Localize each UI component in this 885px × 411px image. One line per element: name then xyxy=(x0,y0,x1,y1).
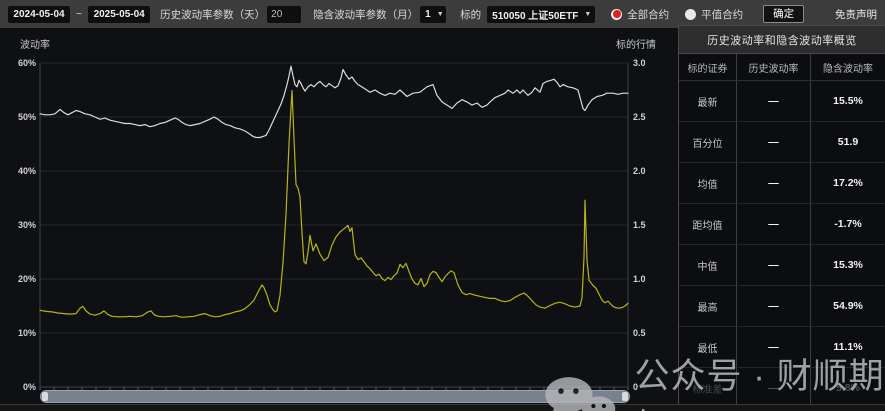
chevron-down-icon: ▼ xyxy=(584,10,592,18)
iv-value: 15.5% xyxy=(811,81,885,122)
svg-text:0: 0 xyxy=(633,382,638,392)
table-row: 百分位 —51.9 xyxy=(679,122,885,163)
hv-value: — xyxy=(737,81,811,122)
table-header-row: 标的证券 历史波动率 隐含波动率 xyxy=(679,54,885,81)
scrollbar-right-handle[interactable] xyxy=(622,392,628,401)
iv-param-label: 隐含波动率参数（月） xyxy=(313,8,419,21)
row-label: 最高 xyxy=(679,286,737,327)
table-row: 中值 —15.3% xyxy=(679,245,885,286)
svg-text:2.0: 2.0 xyxy=(633,166,646,176)
iv-value: 11.1% xyxy=(811,327,885,368)
disclaimer-link[interactable]: 免责声明 xyxy=(835,9,877,21)
svg-text:50%: 50% xyxy=(18,112,36,122)
row-label: 百分位 xyxy=(679,122,737,163)
radio-selected-icon xyxy=(611,8,623,20)
col-header-iv: 隐含波动率 xyxy=(811,54,885,81)
radio-unselected-icon xyxy=(685,8,697,20)
hv-value: — xyxy=(737,245,811,286)
svg-text:30%: 30% xyxy=(18,220,36,230)
hv-value: — xyxy=(737,122,811,163)
hv-value: — xyxy=(737,286,811,327)
iv-value: 51.9 xyxy=(811,122,885,163)
svg-text:1.0: 1.0 xyxy=(633,274,646,284)
table-row: 最新 —15.5% xyxy=(679,81,885,122)
row-label: 标准差 xyxy=(679,368,737,409)
svg-text:40%: 40% xyxy=(18,166,36,176)
radio-all-contracts[interactable]: 全部合约 xyxy=(611,7,669,22)
underlying-price-line xyxy=(39,65,629,139)
row-label: 均值 xyxy=(679,163,737,204)
iv-param-select[interactable]: 1 ▼ xyxy=(420,5,447,23)
chart-horizontal-scrollbar[interactable] xyxy=(40,390,630,403)
col-header-underlying: 标的证券 xyxy=(679,54,737,81)
iv-value: 17.2% xyxy=(811,163,885,204)
underlying-value: 510050 上证50ETF xyxy=(492,10,579,22)
scrollbar-left-handle[interactable] xyxy=(42,392,48,401)
radio-atm-label: 平值合约 xyxy=(701,8,744,21)
panel-title: 历史波动率和隐含波动率概览 xyxy=(679,26,885,54)
table-body: 最新 —15.5% 百分位 —51.9 均值 —17.2% 距均值 — -1.7% 中值 —15.3… xyxy=(679,81,885,409)
table-row: 标准差 —5.8% xyxy=(679,368,885,409)
chevron-down-icon: ▼ xyxy=(436,10,444,18)
radio-atm-contracts[interactable]: 平值合约 xyxy=(685,7,743,22)
svg-text:10%: 10% xyxy=(18,328,36,338)
svg-text:标的行情: 标的行情 xyxy=(616,38,656,51)
iv-param-value: 1 xyxy=(425,8,431,20)
table-row: 最低 —11.1% xyxy=(679,327,885,368)
toolbar: 2024-05-04 ~ 2025-05-04 历史波动率参数（天） 20 隐含… xyxy=(0,0,885,28)
iv-value: 54.9% xyxy=(811,286,885,327)
hv-value: — xyxy=(737,204,811,245)
hv-param-label: 历史波动率参数（天） xyxy=(160,8,266,21)
iv-value: 5.8% xyxy=(811,368,885,409)
bottom-status-strip xyxy=(0,404,885,411)
row-label: 距均值 xyxy=(679,204,737,245)
implied-volatility-line xyxy=(39,89,629,318)
radio-all-label: 全部合约 xyxy=(627,8,670,21)
iv-value: -1.7% xyxy=(811,204,885,245)
row-label: 最低 xyxy=(679,327,737,368)
confirm-button[interactable]: 确定 xyxy=(763,4,805,24)
svg-text:波动率: 波动率 xyxy=(20,38,50,51)
svg-text:1.5: 1.5 xyxy=(633,220,646,230)
svg-text:0%: 0% xyxy=(23,382,36,392)
row-label: 最新 xyxy=(679,81,737,122)
chart-canvas: 60% 50% 40% 30% 20% 10% 0% 3.0 2.5 2.0 1.5 1.0 0.5 0 波… xyxy=(18,38,656,392)
volatility-chart: 60% 50% 40% 30% 20% 10% 0% 3.0 2.5 2.0 1.5 1.0 0.5 0 波… xyxy=(0,28,678,404)
date-to-input[interactable]: 2025-05-04 xyxy=(88,5,151,23)
iv-value: 15.3% xyxy=(811,245,885,286)
svg-text:60%: 60% xyxy=(18,58,36,68)
table-row: 均值 —17.2% xyxy=(679,163,885,204)
underlying-label: 标的 xyxy=(460,8,482,21)
svg-text:3.0: 3.0 xyxy=(633,58,646,68)
row-label: 中值 xyxy=(679,245,737,286)
hv-param-input[interactable]: 20 xyxy=(267,5,302,23)
col-header-hv: 历史波动率 xyxy=(737,54,811,81)
hv-value: — xyxy=(737,368,811,409)
date-from-input[interactable]: 2024-05-04 xyxy=(8,5,70,23)
table-row: 距均值 — -1.7% xyxy=(679,204,885,245)
volatility-overview-panel: 历史波动率和隐含波动率概览 标的证券 历史波动率 隐含波动率 最新 —15.5% 百… xyxy=(678,25,885,409)
svg-text:20%: 20% xyxy=(18,274,36,284)
date-range-separator: ~ xyxy=(76,8,83,20)
svg-text:2.5: 2.5 xyxy=(633,112,646,122)
hv-value: — xyxy=(737,327,811,368)
svg-text:0.5: 0.5 xyxy=(633,328,646,338)
table-row: 最高 —54.9% xyxy=(679,286,885,327)
underlying-select[interactable]: 510050 上证50ETF ▼ xyxy=(487,5,596,23)
hv-value: — xyxy=(737,163,811,204)
